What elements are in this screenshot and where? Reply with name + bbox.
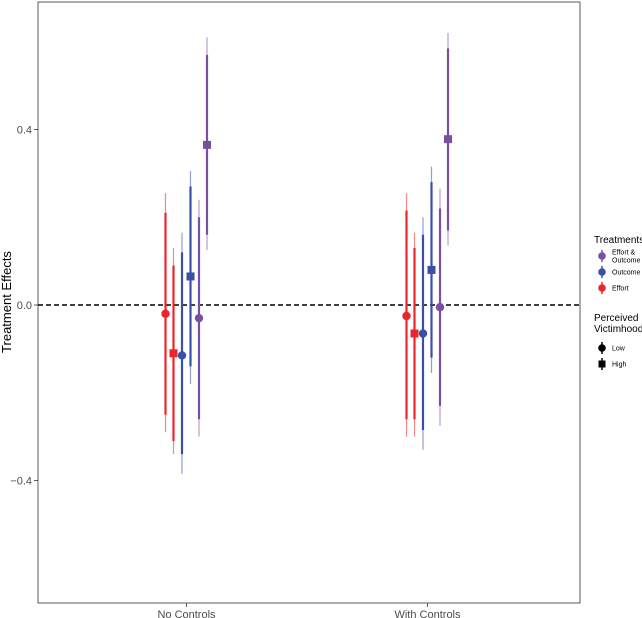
legend-label: Effort (612, 286, 629, 293)
estimate-effort-low-no-controls (161, 309, 170, 318)
legend-label: High (612, 362, 627, 369)
legend-item-low: Low (598, 342, 626, 354)
x-tick-label: No Controls (157, 609, 216, 618)
x-tick-label: With Controls (394, 609, 461, 618)
estimate-effort-low-with-controls (402, 311, 411, 321)
x-axis: No Controls With Controls (157, 603, 461, 618)
legend-label: Outcome (612, 258, 641, 265)
legend-item-outcome: Outcome (598, 266, 641, 278)
legend-key-point (598, 360, 606, 368)
legend-item-high: High (598, 358, 627, 370)
y-axis-title: Treatment Effects (0, 251, 14, 353)
estimate-effort-outcome-low-with-controls (435, 302, 445, 312)
legend-victimhood-title: Victimhood (594, 324, 642, 335)
panel-border (37, 1, 581, 604)
estimate-effort-high-with-controls (410, 329, 419, 338)
estimate-effort-outcome-high-with-controls (444, 135, 452, 144)
legend-key-point (598, 252, 606, 260)
estimate-outcome-low-with-controls (418, 329, 428, 338)
y-tick-label: 0.4 (17, 125, 32, 137)
estimate-outcome-high-no-controls (186, 272, 195, 281)
legend-key-point (598, 344, 606, 352)
legend-item-effort: Effort (598, 282, 629, 294)
legend-item-effort-outcome: Effort &Outcome (598, 250, 641, 265)
y-tick-label: 0.0 (17, 300, 32, 312)
point-estimate-layer (161, 135, 452, 360)
legend-victimhood-title: Perceived (594, 313, 638, 324)
estimate-outcome-high-with-controls (427, 265, 436, 274)
estimate-effort-high-no-controls (169, 349, 178, 358)
legend-label: Outcome (612, 270, 641, 277)
legend-label: Effort & (612, 250, 636, 257)
legend-key-point (598, 284, 606, 292)
legend-label: Low (612, 346, 626, 353)
y-axis: −0.4 0.0 0.4 (10, 125, 38, 488)
legend-treatments-title: Treatments (594, 235, 642, 246)
y-tick-label: −0.4 (10, 476, 32, 488)
estimate-effort-outcome-high-no-controls (203, 140, 211, 149)
estimate-outcome-low-no-controls (177, 351, 187, 360)
estimate-effort-outcome-low-no-controls (194, 313, 204, 323)
legend-key-point (598, 268, 606, 276)
